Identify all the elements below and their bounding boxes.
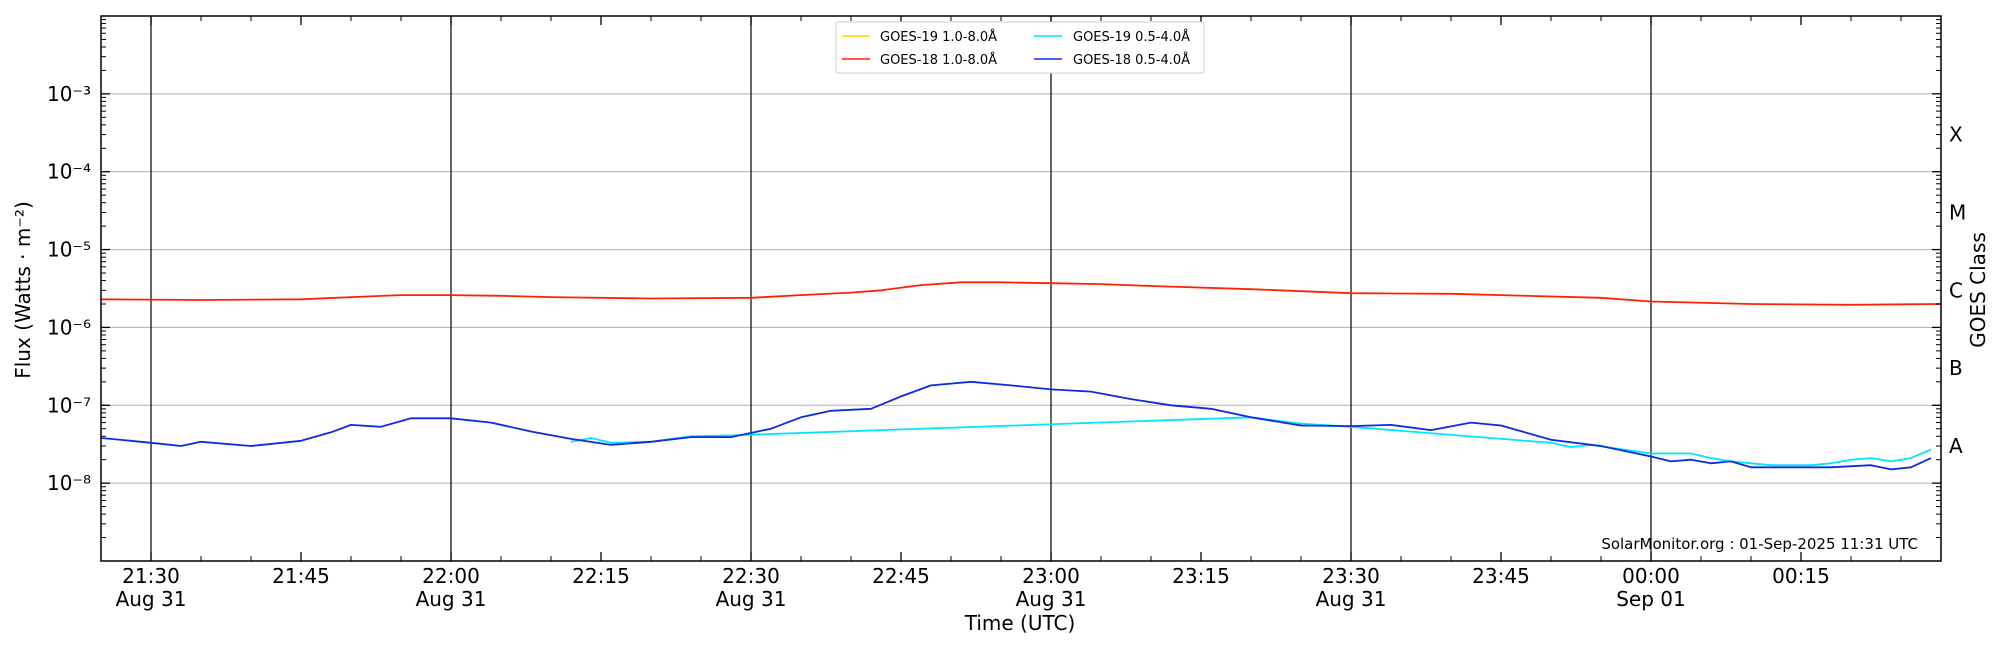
x-tick-date-label: Aug 31 [716, 587, 787, 611]
x-tick-date-label: Aug 31 [416, 587, 487, 611]
series-line [100, 281, 1942, 306]
legend-label: GOES-18 0.5-4.0Å [1073, 52, 1190, 68]
x-tick-label: 23:00 [1022, 564, 1080, 588]
goes-class-label: A [1949, 434, 1963, 458]
goes-class-label: X [1949, 123, 1963, 147]
legend-box [835, 21, 1205, 74]
goes-class-label: C [1949, 278, 1963, 302]
legend-entry-goes19-short: GOES-19 0.5-4.0Å [1034, 29, 1190, 45]
x-tick-label: 23:30 [1322, 564, 1380, 588]
x-tick-label: 23:15 [1172, 564, 1230, 588]
x-tick-label: 22:30 [722, 564, 780, 588]
x-tick-label: 23:45 [1472, 564, 1530, 588]
y-tick-label: 10⁻⁸ [47, 471, 91, 495]
legend-entry-goes18-short: GOES-18 0.5-4.0Å [1034, 52, 1190, 68]
secondary-y-axis-title: GOES Class [1966, 232, 1990, 348]
legend-label: GOES-18 1.0-8.0Å [880, 52, 997, 68]
x-tick-date-label: Sep 01 [1616, 587, 1686, 611]
legend-entry-goes19-long: GOES-19 1.0-8.0Å [842, 29, 997, 45]
legend-label: GOES-19 0.5-4.0Å [1073, 29, 1190, 45]
series-line [100, 380, 1932, 471]
legend-entry-goes18-long: GOES-18 1.0-8.0Å [842, 52, 997, 68]
goes-class-labels: X M C B A [1949, 123, 1966, 458]
data-series [100, 281, 1942, 471]
series-line [570, 416, 1932, 467]
legend: GOES-19 1.0-8.0Å GOES-18 1.0-8.0Å GOES-1… [835, 21, 1205, 74]
y-tick-label: 10⁻³ [47, 82, 91, 106]
day-separator-lines [150, 16, 1652, 561]
y-tick-label: 10⁻⁴ [47, 160, 91, 184]
goes-class-label: B [1949, 356, 1963, 380]
y-tick-label: 10⁻⁷ [47, 393, 91, 417]
y-axis-title: Flux (Watts · m⁻²) [11, 201, 35, 379]
x-tick-label: 22:45 [872, 564, 930, 588]
x-tick-label: 22:15 [572, 564, 630, 588]
x-tick-date-label: Aug 31 [116, 587, 187, 611]
plot-frame [100, 15, 1942, 562]
y-tick-label: 10⁻⁵ [47, 238, 91, 262]
y-tick-label: 10⁻⁶ [47, 315, 91, 339]
legend-label: GOES-19 1.0-8.0Å [880, 29, 997, 45]
y-axis-ticks: 10⁻³ 10⁻⁴ 10⁻⁵ 10⁻⁶ 10⁻⁷ 10⁻⁸ [47, 19, 1941, 539]
x-tick-label: 00:00 [1622, 564, 1680, 588]
x-tick-label: 21:30 [122, 564, 180, 588]
goes-class-label: M [1949, 200, 1966, 224]
x-tick-label: 22:00 [422, 564, 480, 588]
x-axis-title: Time (UTC) [964, 611, 1076, 635]
grid-lines [101, 93, 1941, 484]
source-annotation: SolarMonitor.org : 01-Sep-2025 11:31 UTC [1601, 535, 1918, 553]
x-tick-date-label: Aug 31 [1016, 587, 1087, 611]
x-tick-label: 00:15 [1772, 564, 1830, 588]
x-tick-label: 21:45 [272, 564, 330, 588]
x-tick-date-label: Aug 31 [1316, 587, 1387, 611]
